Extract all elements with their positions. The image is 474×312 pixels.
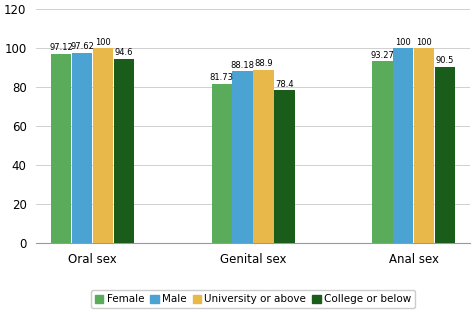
Text: 100: 100: [395, 38, 411, 46]
Bar: [211, 84, 232, 243]
Bar: [253, 70, 273, 243]
Bar: [372, 61, 392, 243]
Bar: [435, 67, 455, 243]
Text: 100: 100: [95, 38, 111, 46]
Text: 97.12: 97.12: [49, 43, 73, 52]
Text: 88.18: 88.18: [231, 61, 255, 70]
Bar: [414, 48, 434, 243]
Bar: [93, 48, 113, 243]
Text: 93.27: 93.27: [370, 51, 394, 60]
Bar: [72, 53, 92, 243]
Text: 88.9: 88.9: [254, 59, 273, 68]
Bar: [232, 71, 253, 243]
Text: 90.5: 90.5: [436, 56, 454, 65]
Bar: [51, 54, 72, 243]
Text: 78.4: 78.4: [275, 80, 294, 89]
Bar: [114, 59, 134, 243]
Text: 100: 100: [416, 38, 432, 46]
Legend: Female, Male, University or above, College or below: Female, Male, University or above, Colle…: [91, 290, 415, 308]
Bar: [274, 90, 294, 243]
Bar: [393, 48, 413, 243]
Text: 97.62: 97.62: [70, 42, 94, 51]
Text: 81.73: 81.73: [210, 73, 234, 82]
Text: 94.6: 94.6: [115, 48, 133, 57]
